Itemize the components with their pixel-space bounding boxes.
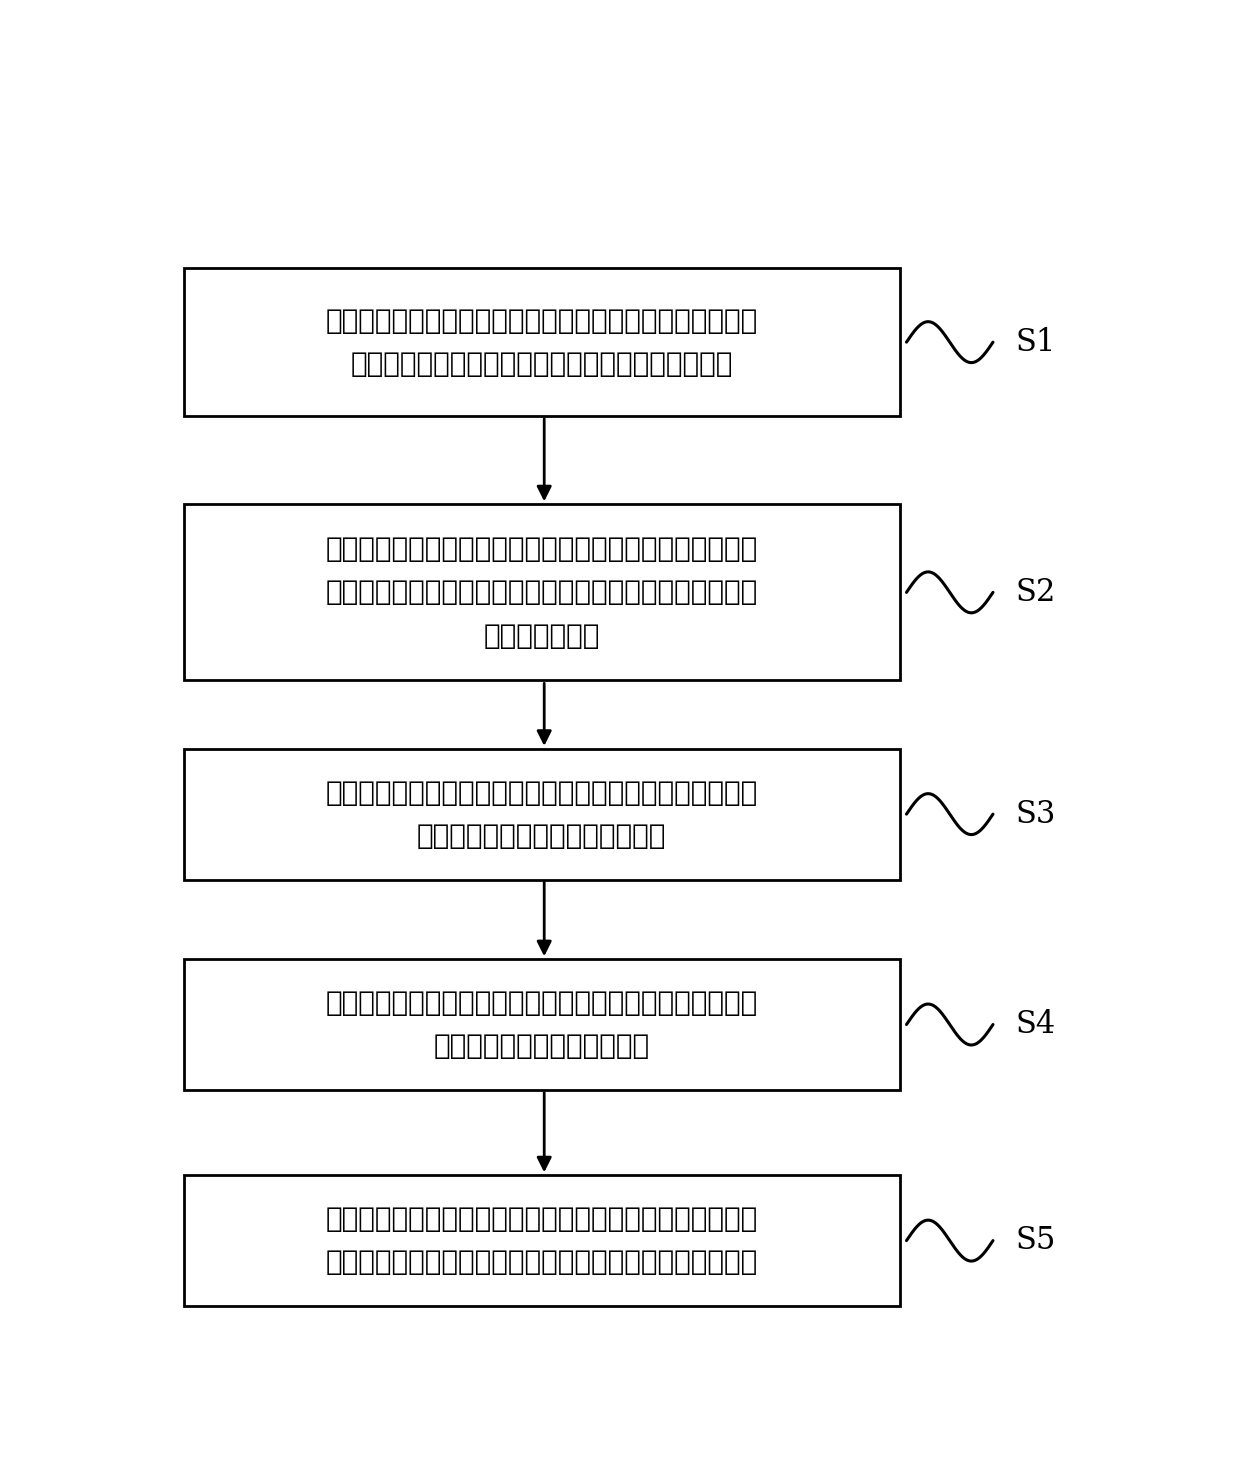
Bar [184, 504, 900, 681]
Text: 套直接接地端的空载试验电流波形: 套直接接地端的空载试验电流波形 [417, 821, 666, 849]
Text: ，以及将电缆的金属护套一端悬空或经过电压保护器接地，: ，以及将电缆的金属护套一端悬空或经过电压保护器接地， [326, 579, 758, 607]
Text: S5: S5 [1016, 1224, 1055, 1255]
Text: 根据电缆的基本参数和试验电压，仿真计算得出金属护套直: 根据电缆的基本参数和试验电压，仿真计算得出金属护套直 [326, 990, 758, 1016]
Bar [184, 749, 900, 879]
Text: 在电缆的线芯上施加交流试验电压，记录试验电压和金属护: 在电缆的线芯上施加交流试验电压，记录试验电压和金属护 [326, 778, 758, 806]
Text: 之间增加用于反映电缆缓冲层导电性能的电阻和电容: 之间增加用于反映电缆缓冲层导电性能的电阻和电容 [351, 350, 733, 378]
Text: S3: S3 [1016, 799, 1055, 830]
Text: S4: S4 [1016, 1009, 1055, 1040]
Text: 另一端直接接地: 另一端直接接地 [484, 622, 600, 650]
Text: S1: S1 [1016, 326, 1055, 357]
Text: 对需要检测的电缆进行电气建模，在电缆的线芯和金属护套: 对需要检测的电缆进行电气建模，在电缆的线芯和金属护套 [326, 307, 758, 334]
Bar [184, 959, 900, 1090]
Text: S2: S2 [1016, 578, 1055, 609]
Bar [184, 1176, 900, 1306]
Text: 计算比较空载理论电流波形与空载试验电流波形的相位和幅: 计算比较空载理论电流波形与空载试验电流波形的相位和幅 [326, 1205, 758, 1233]
Bar [184, 269, 900, 417]
Text: 接接地端的空载理论电流波形: 接接地端的空载理论电流波形 [434, 1032, 650, 1060]
Text: 将电缆的线芯一端连接试验电压，另一端悬空或与负载断开: 将电缆的线芯一端连接试验电压，另一端悬空或与负载断开 [326, 535, 758, 563]
Text: 值，若超过设定阈值，则判定电缆缓冲层导电性能存在缺陷: 值，若超过设定阈值，则判定电缆缓冲层导电性能存在缺陷 [326, 1248, 758, 1276]
